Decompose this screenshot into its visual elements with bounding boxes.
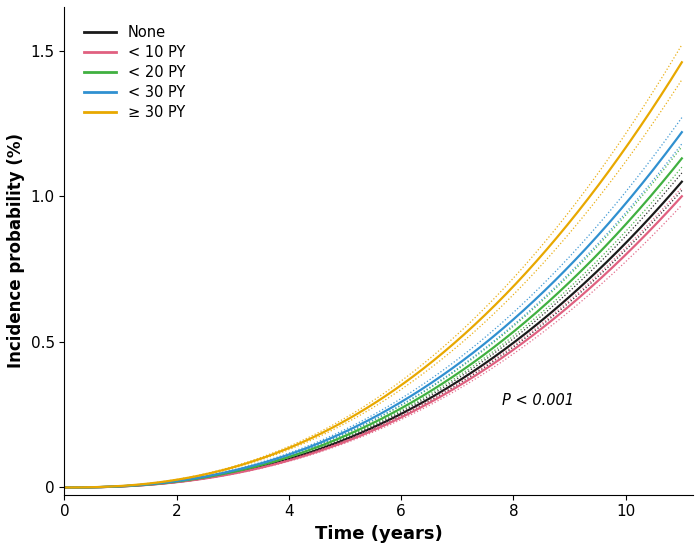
< 10 PY <box>60 484 69 491</box>
< 10 PY <box>340 439 348 446</box>
≥ 30 PY <box>424 361 433 368</box>
Line: < 30 PY: < 30 PY <box>64 132 682 487</box>
≥ 30 PY <box>678 59 686 65</box>
< 20 PY <box>424 389 433 396</box>
None <box>340 437 348 443</box>
< 30 PY <box>678 129 686 135</box>
< 20 PY <box>525 315 533 322</box>
None <box>219 472 228 478</box>
None <box>424 396 433 403</box>
Line: < 10 PY: < 10 PY <box>64 196 682 487</box>
< 20 PY <box>60 484 69 491</box>
< 30 PY <box>525 302 533 309</box>
Line: < 20 PY: < 20 PY <box>64 158 682 487</box>
≥ 30 PY <box>473 320 481 326</box>
None <box>169 479 178 486</box>
< 10 PY <box>219 472 228 479</box>
< 30 PY <box>219 470 228 476</box>
< 10 PY <box>678 193 686 200</box>
< 30 PY <box>60 484 69 491</box>
≥ 30 PY <box>60 484 69 491</box>
< 30 PY <box>169 478 178 485</box>
< 10 PY <box>473 371 481 378</box>
< 10 PY <box>169 479 178 486</box>
Y-axis label: Incidence probability (%): Incidence probability (%) <box>7 133 25 368</box>
< 20 PY <box>473 357 481 364</box>
≥ 30 PY <box>525 266 533 273</box>
X-axis label: Time (years): Time (years) <box>315 525 442 543</box>
≥ 30 PY <box>340 418 348 425</box>
None <box>473 366 481 372</box>
< 30 PY <box>473 346 481 353</box>
Line: None: None <box>64 182 682 487</box>
Legend: None, < 10 PY, < 20 PY, < 30 PY, ≥ 30 PY: None, < 10 PY, < 20 PY, < 30 PY, ≥ 30 PY <box>78 19 191 126</box>
Line: ≥ 30 PY: ≥ 30 PY <box>64 62 682 487</box>
≥ 30 PY <box>169 477 178 483</box>
< 30 PY <box>424 382 433 388</box>
< 30 PY <box>340 429 348 436</box>
< 10 PY <box>525 335 533 342</box>
< 20 PY <box>169 478 178 485</box>
None <box>678 178 686 185</box>
≥ 30 PY <box>219 467 228 474</box>
None <box>60 484 69 491</box>
Text: P < 0.001: P < 0.001 <box>502 393 574 408</box>
< 20 PY <box>219 471 228 477</box>
< 10 PY <box>424 400 433 407</box>
< 20 PY <box>340 433 348 440</box>
< 20 PY <box>678 155 686 162</box>
None <box>525 327 533 334</box>
